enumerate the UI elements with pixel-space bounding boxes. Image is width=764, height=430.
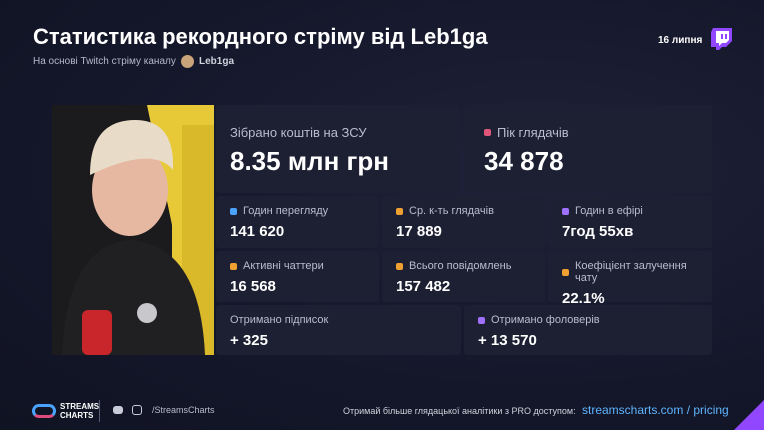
stat-label: Годин перегляду [243, 205, 329, 217]
stat-icon [396, 262, 403, 270]
stat-card: Всього повідомлень 157 482 [382, 251, 545, 302]
stat-card: Активні чаттери 16 568 [216, 251, 379, 302]
stat-card: Пік глядачів 34 878 [464, 105, 712, 193]
logo-icon [32, 404, 56, 418]
stat-icon [562, 207, 569, 215]
stat-value: + 325 [230, 332, 268, 349]
stat-value: 17 889 [396, 223, 442, 240]
stat-card: Отримано фоловерів + 13 570 [464, 305, 712, 355]
stat-label: Всього повідомлень [409, 260, 512, 272]
date: 16 липня [658, 35, 703, 46]
stat-icon [230, 262, 237, 270]
stat-label: Отримано підписок [230, 314, 329, 326]
stat-icon [230, 207, 237, 215]
stat-value: 22.1% [562, 290, 605, 307]
stat-label: Зібрано коштів на ЗСУ [230, 125, 367, 140]
stat-icon [478, 316, 485, 324]
stat-value: + 13 570 [478, 332, 537, 349]
stat-label: Активні чаттери [243, 260, 324, 272]
stat-label: Пік глядачів [497, 125, 569, 140]
stat-label: Отримано фоловерів [491, 314, 600, 326]
stat-value: 141 620 [230, 223, 285, 240]
stat-icon [396, 207, 403, 215]
twitter-icon [113, 406, 123, 414]
stat-card: Отримано підписок + 325 [216, 305, 461, 355]
stat-label: Коефіцієнт залучення чату [575, 260, 687, 284]
stat-label: Годин в ефірі [575, 205, 643, 217]
stat-value: 16 568 [230, 278, 276, 295]
stat-card: Годин перегляду 141 620 [216, 196, 379, 248]
title: Статистика рекордного стріму від Leb1ga [33, 24, 488, 49]
instagram-icon [132, 405, 142, 415]
promo: Отримай більше глядацької аналітики з PR… [343, 406, 576, 416]
stat-value: 157 482 [396, 278, 451, 295]
stat-card: Годин в ефірі 7год 55хв [548, 196, 712, 248]
social: /StreamsCharts [152, 405, 215, 415]
streamer-photo [52, 105, 214, 355]
corner [734, 400, 764, 430]
stat-value: 34 878 [484, 146, 564, 176]
stat-card: Ср. к-ть глядачів 17 889 [382, 196, 545, 248]
stat-icon [562, 268, 569, 276]
stat-value: 8.35 млн грн [230, 146, 389, 176]
stat-value: 7год 55хв [562, 223, 634, 240]
subtitle: На основі Twitch стріму каналу [33, 56, 176, 67]
stat-card: Зібрано коштів на ЗСУ 8.35 млн грн [216, 105, 458, 193]
pricing-link[interactable]: streamscharts.com / pricing [582, 403, 729, 417]
avatar [181, 55, 194, 68]
channel: Leb1ga [199, 56, 235, 67]
twitch-icon [711, 28, 732, 50]
logo: STREAMS CHARTS [60, 402, 100, 420]
stat-card: Коефіцієнт залучення чату 22.1% [548, 251, 712, 307]
divider [99, 400, 100, 422]
stat-label: Ср. к-ть глядачів [409, 205, 494, 217]
